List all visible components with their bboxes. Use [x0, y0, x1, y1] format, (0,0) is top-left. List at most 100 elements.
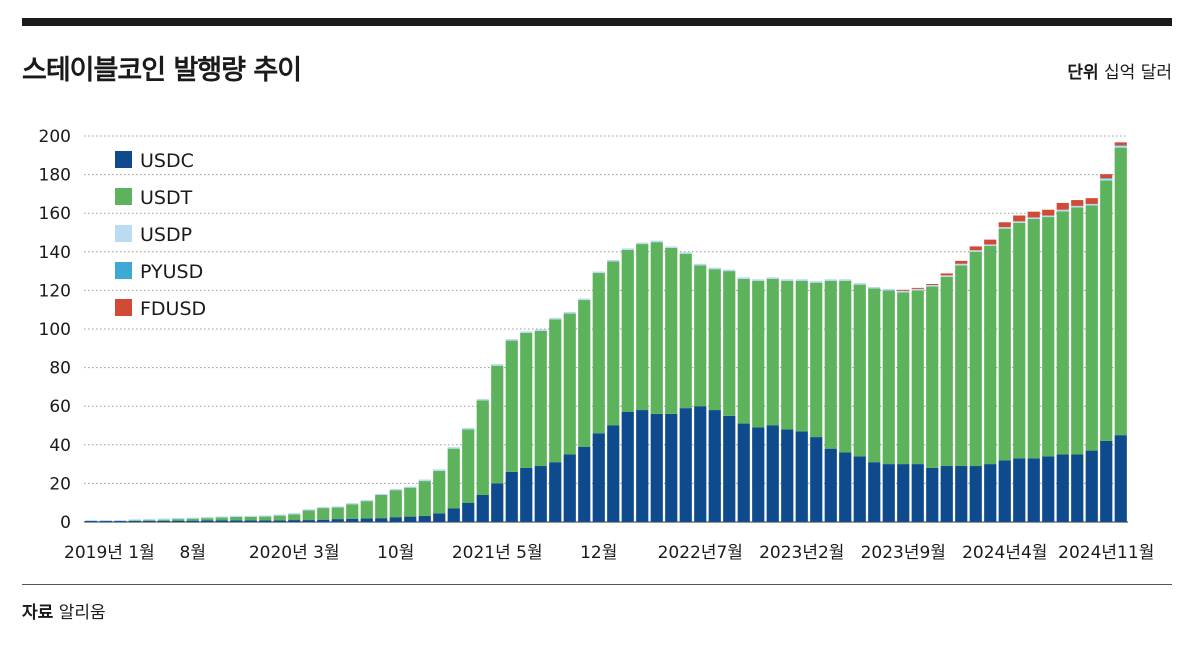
bar-usdc-33 [563, 454, 576, 522]
bar-usdp-59 [940, 275, 953, 277]
bar-usdt-58 [926, 286, 939, 468]
bar-usdt-36 [607, 261, 620, 426]
bar-usdt-67 [1056, 211, 1069, 455]
bar-usdp-48 [781, 279, 794, 281]
bar-usdt-28 [491, 365, 504, 484]
bar-usdc-30 [520, 467, 533, 522]
bar-usdp-16 [317, 506, 330, 509]
bar-usdc-45 [737, 423, 750, 522]
bar-fdusd-68 [1071, 200, 1084, 206]
y-tick-label: 160 [39, 204, 71, 224]
bar-usdt-38 [636, 244, 649, 411]
bar-usdc-37 [621, 411, 634, 522]
bar-usdp-11 [244, 515, 257, 517]
bar-usdt-69 [1085, 205, 1098, 451]
unit-value: 십억 달러 [1104, 63, 1172, 83]
bar-fdusd-66 [1042, 209, 1055, 216]
x-tick-label: 2021년 5월 [452, 543, 543, 563]
bar-usdc-26 [462, 502, 475, 522]
bar-usdc-54 [868, 462, 881, 522]
legend: USDC USDT USDP PYUSD FDUSD [115, 150, 206, 320]
bar-usdc-23 [418, 515, 431, 522]
bar-usdc-3 [128, 520, 141, 522]
bar-usdp-10 [230, 515, 243, 517]
bar-usdt-45 [737, 278, 750, 424]
bar-usdc-8 [201, 520, 214, 522]
bar-usdc-39 [650, 413, 663, 522]
bar-usdp-35 [592, 271, 605, 274]
bar-usdc-69 [1085, 450, 1098, 522]
bar-usdc-36 [607, 425, 620, 522]
legend-label-usdc: USDC [140, 150, 194, 172]
bar-usdc-48 [781, 429, 794, 522]
source-value: 알리움 [58, 603, 106, 623]
bar-usdt-64 [1013, 222, 1026, 459]
x-tick-label: 2024년11월 [1058, 543, 1154, 563]
bar-usdp-34 [578, 298, 591, 301]
bar-usdt-52 [839, 280, 852, 453]
source-label: 자료 [22, 603, 54, 623]
bar-usdp-58 [926, 285, 939, 287]
bar-usdp-30 [520, 331, 533, 333]
bar-usdc-10 [230, 520, 243, 522]
bar-usdp-44 [723, 269, 736, 272]
bar-usdp-13 [273, 514, 286, 516]
bar-usdt-9 [215, 517, 228, 521]
bar-usdt-13 [273, 515, 286, 521]
bar-usdt-18 [346, 504, 359, 519]
bar-usdp-5 [157, 518, 170, 520]
bar-usdc-46 [752, 427, 765, 522]
bar-usdc-27 [476, 494, 489, 522]
bar-usdt-26 [462, 429, 475, 503]
bar-pyusd-71 [1114, 145, 1127, 147]
bar-usdp-36 [607, 259, 620, 262]
bar-usdc-1 [99, 521, 112, 522]
bar-usdc-66 [1042, 456, 1055, 522]
bar-usdt-33 [563, 313, 576, 455]
bar-usdt-25 [447, 448, 460, 509]
bar-usdp-40 [665, 246, 678, 248]
bar-usdc-71 [1114, 435, 1127, 522]
x-tick-label: 2023년2월 [759, 543, 844, 563]
unit-label: 단위 [1067, 63, 1099, 83]
bar-usdp-69 [1085, 203, 1098, 206]
bar-usdc-4 [143, 520, 156, 522]
bar-usdt-63 [998, 228, 1011, 461]
bar-usdp-39 [650, 240, 663, 243]
bar-usdt-5 [157, 519, 170, 521]
bar-usdp-0 [85, 520, 98, 522]
bar-usdp-43 [708, 267, 721, 270]
bar-usdt-30 [520, 332, 533, 468]
bar-usdc-15 [302, 520, 315, 522]
bar-usdt-47 [766, 278, 779, 426]
bar-usdc-53 [853, 456, 866, 522]
y-tick-label: 40 [49, 436, 71, 456]
legend-swatch-usdc [115, 151, 132, 168]
bar-usdt-34 [578, 300, 591, 447]
bar-usdp-19 [360, 500, 373, 502]
bar-usdp-21 [389, 489, 402, 491]
bar-usdc-63 [998, 460, 1011, 522]
legend-label-usdp: USDP [140, 224, 192, 246]
bar-usdt-32 [549, 319, 562, 463]
legend-swatch-pyusd [115, 262, 132, 279]
bar-usdc-64 [1013, 458, 1026, 522]
x-tick-label: 8월 [180, 543, 206, 563]
bar-fdusd-60 [955, 260, 968, 264]
bar-usdp-56 [897, 290, 910, 293]
bar-usdc-42 [694, 406, 707, 522]
bar-usdp-25 [447, 447, 460, 449]
bar-usdp-65 [1027, 217, 1040, 219]
bar-usdt-7 [186, 518, 199, 521]
bar-usdp-51 [824, 279, 837, 281]
bar-usdc-13 [273, 520, 286, 522]
legend-swatch-usdt [115, 188, 132, 205]
bar-usdt-20 [375, 494, 388, 519]
bar-fdusd-59 [940, 273, 953, 276]
bar-usdp-42 [694, 263, 707, 266]
bar-usdp-15 [302, 509, 315, 511]
bar-usdp-57 [911, 288, 924, 291]
bar-fdusd-58 [926, 284, 939, 285]
bar-usdt-39 [650, 242, 663, 414]
bar-usdt-14 [288, 514, 301, 521]
